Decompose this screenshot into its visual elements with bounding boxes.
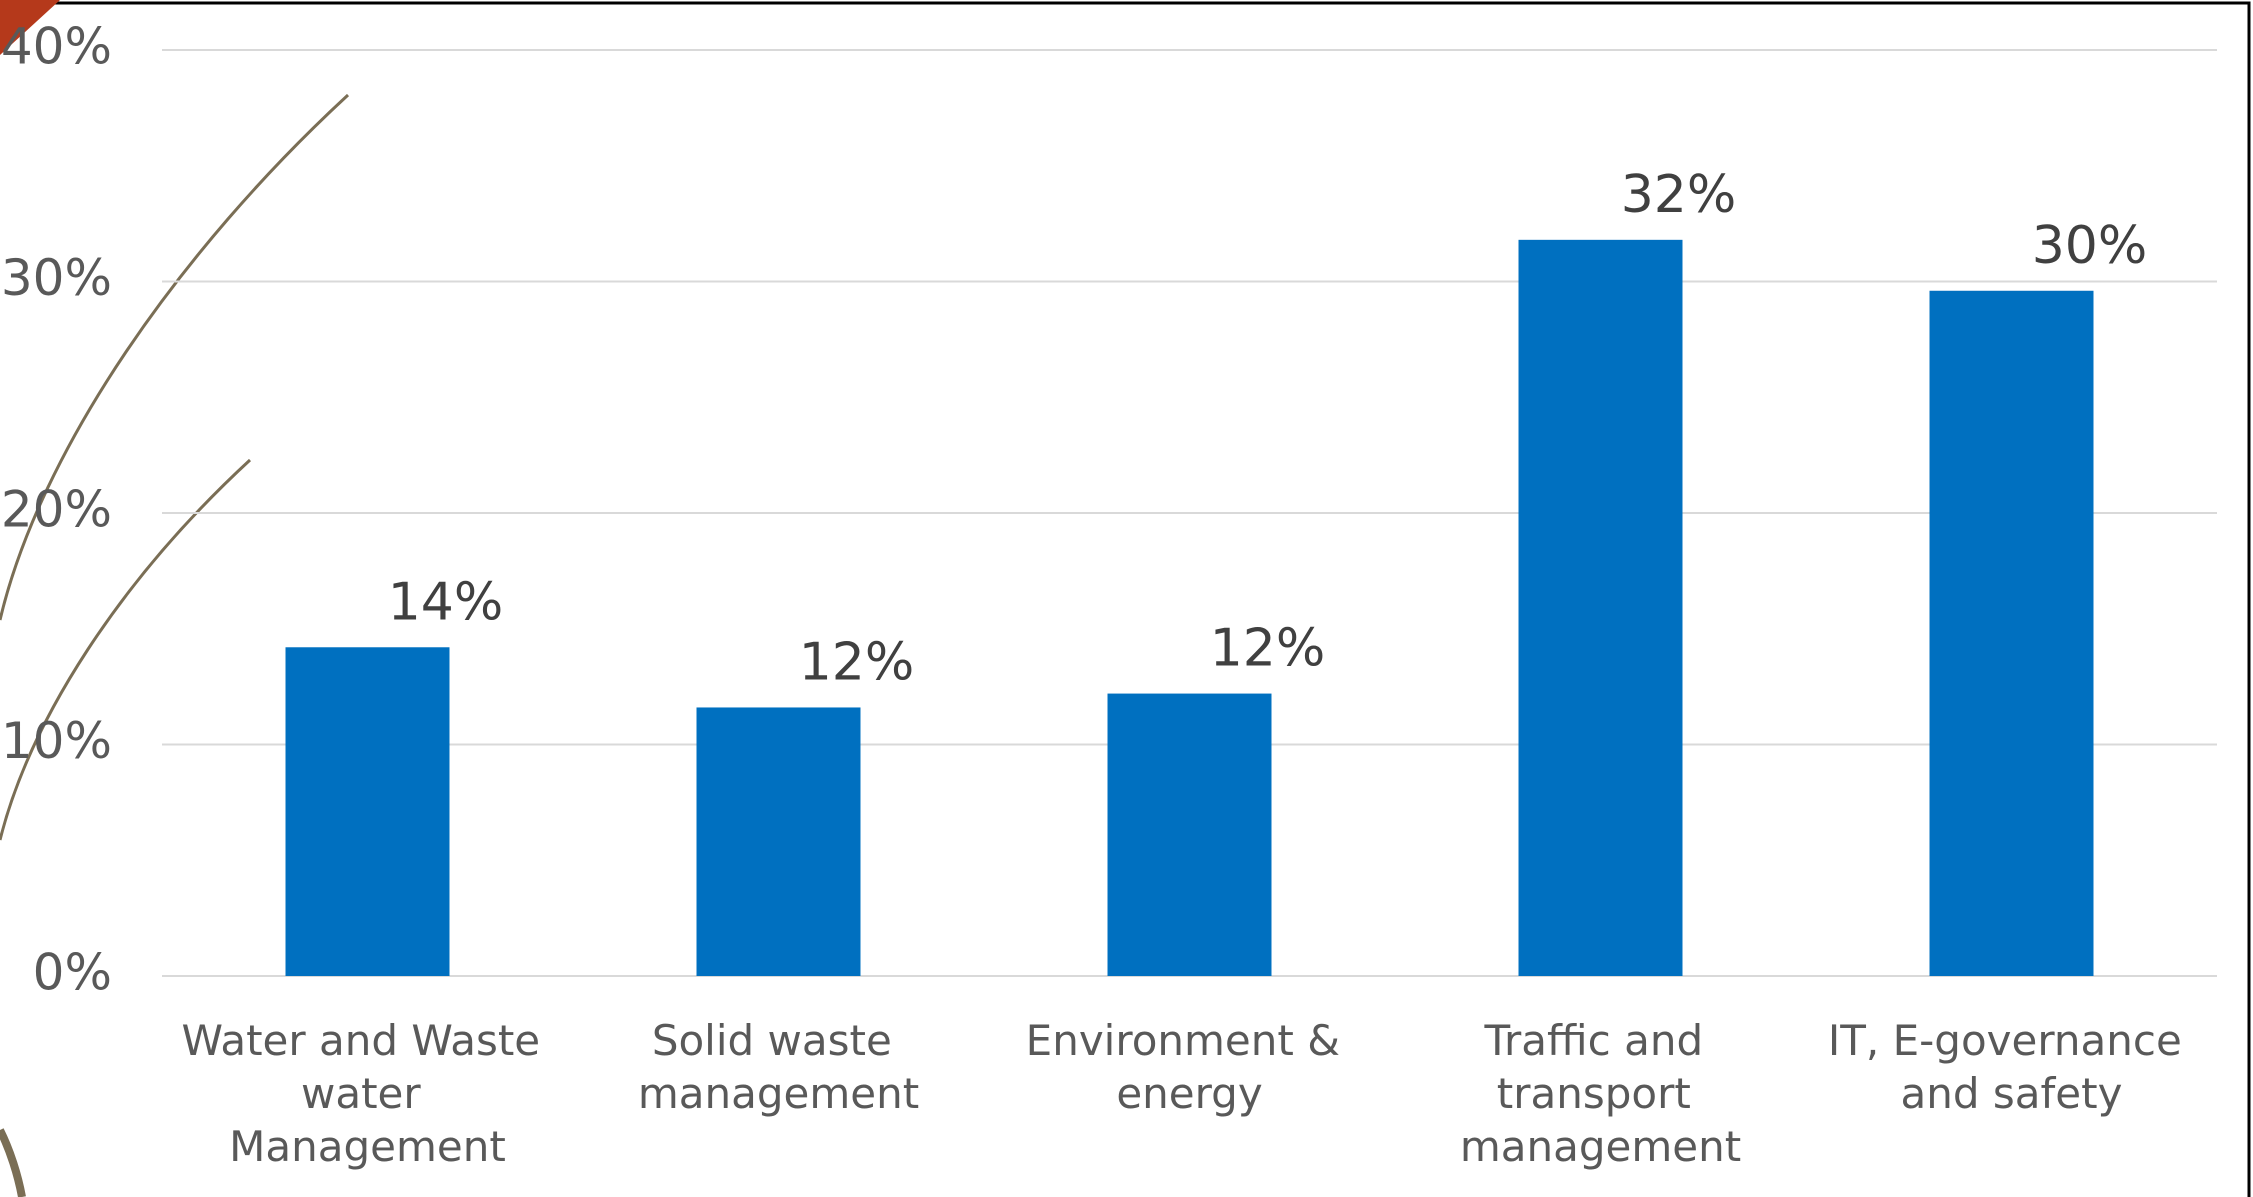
data-label: 30% [2032, 216, 2148, 276]
bar [696, 707, 861, 976]
bar [1929, 290, 2094, 976]
data-label: 12% [799, 632, 915, 692]
y-tick-label: 30% [1, 249, 112, 307]
bar [1518, 239, 1683, 976]
y-tick-label: 10% [1, 712, 112, 770]
curve-decoration [0, 93, 350, 621]
data-label: 14% [388, 572, 504, 632]
x-tick-label: IT, E-governance and safety [1828, 1016, 2195, 1118]
x-tick-label: Solid waste management [638, 1016, 919, 1118]
corner-decoration [0, 0, 60, 55]
bar [285, 647, 450, 976]
bar [1107, 693, 1272, 976]
x-tick-label: Traffic and transport management [1460, 1016, 1741, 1171]
y-tick-label: 0% [33, 944, 112, 1002]
y-tick-label: 20% [1, 481, 112, 539]
curve-decoration [0, 458, 252, 841]
x-tick-label: Water and Waste water Management [182, 1016, 554, 1171]
data-label: 12% [1210, 619, 1326, 679]
y-tick-label: 40% [1, 18, 112, 76]
curve-decoration [0, 1128, 26, 1197]
data-label: 32% [1621, 165, 1737, 225]
x-tick-label: Environment & energy [1026, 1016, 1354, 1118]
